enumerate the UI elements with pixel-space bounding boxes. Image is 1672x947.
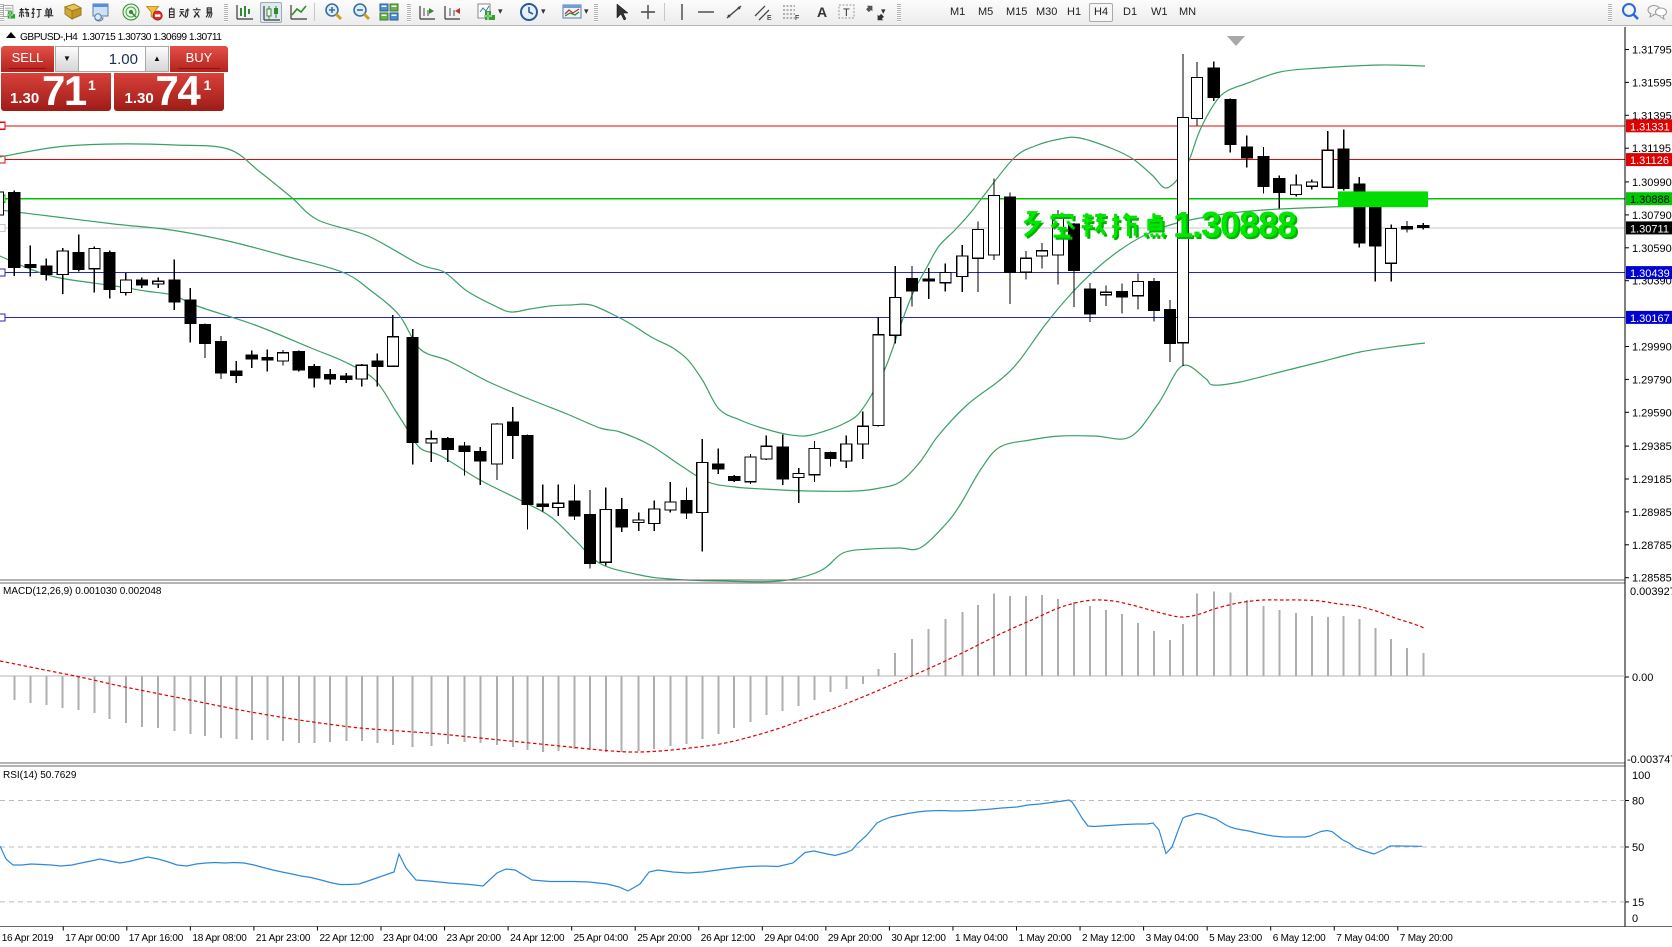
svg-text:22 Apr 12:00: 22 Apr 12:00 [319,933,374,944]
svg-text:1.31795: 1.31795 [1632,45,1672,57]
svg-text:50: 50 [1632,842,1644,854]
svg-text:17 Apr 16:00: 17 Apr 16:00 [129,933,184,944]
svg-text:T: T [843,7,850,19]
svg-text:17 Apr 00:00: 17 Apr 00:00 [65,933,120,944]
svg-text:E: E [767,15,772,22]
svg-text:MACD(12,26,9) 0.001030 0.00204: MACD(12,26,9) 0.001030 0.002048 [3,586,162,597]
svg-text:1.30888: 1.30888 [1630,194,1670,206]
svg-text:25 Apr 20:00: 25 Apr 20:00 [637,933,692,944]
svg-text:3 May 04:00: 3 May 04:00 [1146,933,1199,944]
svg-text:1.28585: 1.28585 [1632,573,1672,585]
svg-text:23 Apr 20:00: 23 Apr 20:00 [447,933,502,944]
svg-text:2 May 12:00: 2 May 12:00 [1082,933,1135,944]
svg-text:16 Apr 2019: 16 Apr 2019 [2,933,54,944]
svg-text:A: A [817,4,827,20]
svg-text:1.29590: 1.29590 [1632,407,1672,419]
svg-text:24 Apr 12:00: 24 Apr 12:00 [510,933,565,944]
svg-text:1.30439: 1.30439 [1630,268,1670,280]
svg-text:GBPUSD-,H4 1.30715 1.30730 1.: GBPUSD-,H4 1.30715 1.30730 1.30699 1.307… [20,32,222,43]
svg-text:29 Apr 04:00: 29 Apr 04:00 [764,933,819,944]
svg-text:1.29990: 1.29990 [1632,342,1672,354]
svg-text:1.30888: 1.30888 [1173,204,1296,245]
svg-text:0.00: 0.00 [1632,672,1653,684]
svg-text:1.30711: 1.30711 [1630,223,1669,235]
svg-text:1.30790: 1.30790 [1632,210,1672,222]
svg-text:1.31195: 1.31195 [1632,143,1671,155]
svg-text:7 May 20:00: 7 May 20:00 [1400,933,1453,944]
svg-text:1 May 04:00: 1 May 04:00 [955,933,1008,944]
svg-text:6 May 12:00: 6 May 12:00 [1273,933,1326,944]
svg-text:F: F [795,15,799,22]
svg-text:1.31595: 1.31595 [1632,77,1672,89]
svg-text:1 May 20:00: 1 May 20:00 [1019,933,1072,944]
svg-text:5 May 23:00: 5 May 23:00 [1209,933,1262,944]
svg-text:21 Apr 23:00: 21 Apr 23:00 [256,933,311,944]
svg-text:1.31126: 1.31126 [1630,155,1669,167]
svg-text:1.30167: 1.30167 [1630,313,1670,325]
svg-text:26 Apr 12:00: 26 Apr 12:00 [701,933,756,944]
svg-text:1.28985: 1.28985 [1632,507,1672,519]
svg-text:25 Apr 04:00: 25 Apr 04:00 [574,933,629,944]
svg-text:80: 80 [1632,796,1644,808]
svg-text:15: 15 [1632,897,1644,909]
svg-text:0: 0 [1632,913,1638,925]
svg-text:30 Apr 12:00: 30 Apr 12:00 [891,933,946,944]
svg-text:1.29385: 1.29385 [1632,441,1672,453]
svg-text:29 Apr 20:00: 29 Apr 20:00 [828,933,883,944]
svg-text:1.29185: 1.29185 [1632,474,1672,486]
svg-text:1.29790: 1.29790 [1632,374,1672,386]
svg-text:RSI(14) 50.7629: RSI(14) 50.7629 [3,770,77,781]
svg-text:0.003927: 0.003927 [1630,586,1672,598]
svg-text:18 Apr 08:00: 18 Apr 08:00 [192,933,247,944]
svg-text:1.30990: 1.30990 [1632,177,1672,189]
svg-text:23 Apr 04:00: 23 Apr 04:00 [383,933,438,944]
svg-text:7 May 04:00: 7 May 04:00 [1336,933,1389,944]
svg-text:100: 100 [1632,770,1650,782]
svg-text:1.28785: 1.28785 [1632,540,1672,552]
svg-text:1.30590: 1.30590 [1632,243,1672,255]
svg-text:1.30888: 1.30888 [1175,206,1298,247]
svg-text:-0.003747: -0.003747 [1627,754,1672,766]
svg-text:1.31331: 1.31331 [1630,121,1670,133]
